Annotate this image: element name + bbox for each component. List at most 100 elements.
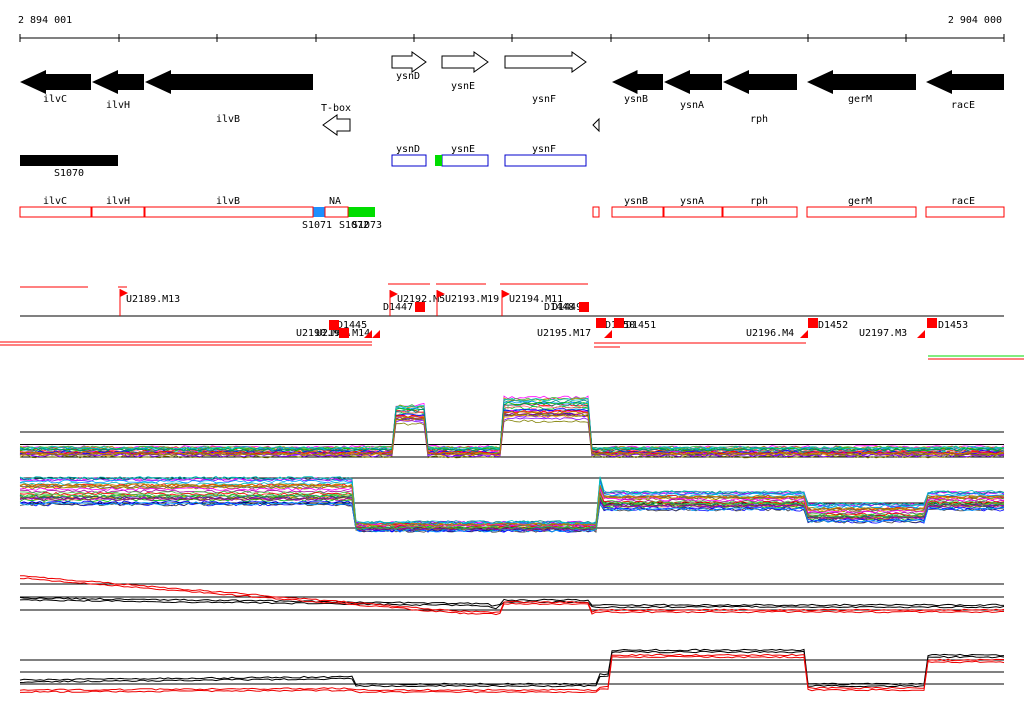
upshift-label-U2194: U2194.M11 <box>509 294 563 305</box>
gene-rph-arrow[interactable] <box>723 70 797 94</box>
blue-box-label-ysnE: ysnE <box>451 144 475 155</box>
upshift-label-U2189: U2189.M13 <box>126 294 180 305</box>
summary-trace <box>19 577 1004 616</box>
downshift-marker[interactable] <box>614 318 624 328</box>
segment-s1070-label: S1070 <box>54 168 84 179</box>
coordinate-ruler: 2 894 001 2 904 000 <box>18 15 1005 42</box>
gene-ysnB-arrow[interactable] <box>612 70 663 94</box>
gene-track <box>20 51 1004 94</box>
red-box-ysnA[interactable] <box>663 206 723 218</box>
coordinate-end-label: 2 904 000 <box>948 15 1002 26</box>
red-box-ysnB[interactable] <box>611 206 664 218</box>
coordinate-start-label: 2 894 001 <box>18 15 72 26</box>
plus-profile-trace <box>19 397 1005 450</box>
red-box-ilvH[interactable] <box>91 206 145 218</box>
red-box-small[interactable] <box>592 206 600 218</box>
rna-label-tbox: T-box <box>321 103 351 114</box>
red-box-ilvC[interactable] <box>19 206 92 218</box>
terminator-arrow[interactable] <box>592 117 600 133</box>
plus-profile-trace <box>19 417 1005 458</box>
gene-ysnD-arrow[interactable] <box>391 51 427 73</box>
summary-trace <box>20 655 1005 694</box>
downshift-marker[interactable] <box>927 318 937 328</box>
red-box-label-ilvH: ilvH <box>106 196 130 207</box>
plus-profile-trace <box>19 399 1005 451</box>
gene-label-ilvB: ilvB <box>216 114 240 125</box>
downshift-label-D1448: D1448 <box>544 302 574 313</box>
minus-strand-summary-panel <box>19 648 1005 694</box>
gene-ysnA-arrow[interactable] <box>664 70 722 94</box>
tbox-arrow[interactable] <box>322 114 351 136</box>
segment-s1073-bar[interactable] <box>348 207 375 217</box>
blue-box-ysnD[interactable] <box>391 154 427 167</box>
downstrand-shift-flag[interactable] <box>917 330 925 338</box>
summary-trace <box>19 650 1005 688</box>
blue-box-label-ysnD: ysnD <box>396 144 420 155</box>
summary-trace <box>19 599 1005 610</box>
downshift-label-D1451: D1451 <box>626 320 656 331</box>
minus-profile-trace <box>19 475 1005 524</box>
downshift-marker[interactable] <box>596 318 606 328</box>
segment-s1073-label: S1073 <box>352 220 382 231</box>
red-box-label-rph: rph <box>750 196 768 207</box>
downstrand-shift-flag[interactable] <box>364 330 372 338</box>
downshift-marker[interactable] <box>339 328 349 338</box>
minus-strand-profile-panel <box>19 475 1005 533</box>
plus-profile-trace <box>19 413 1005 456</box>
upshift-flag[interactable] <box>437 290 445 298</box>
plus-profile-trace <box>19 397 1005 450</box>
gene-label-gerM: gerM <box>848 94 872 105</box>
gene-label-ilvC: ilvC <box>43 94 67 105</box>
gene-racE-arrow[interactable] <box>926 70 1004 94</box>
segment-s1070: S1070 <box>20 155 118 179</box>
gene-ilvC-arrow[interactable] <box>20 70 91 94</box>
gene-label-ysnD: ysnD <box>396 71 420 82</box>
red-box-label-ysnA: ysnA <box>680 196 704 207</box>
gene-ysnF-arrow[interactable] <box>504 51 587 73</box>
minus-profile-trace <box>19 501 1005 533</box>
minus-profile-trace <box>19 487 1005 528</box>
red-annotation-track: ilvC ilvH ilvB ysnB ysnA rph gerM racE N… <box>19 196 1005 231</box>
blue-box-ysnF[interactable] <box>504 154 587 167</box>
downshift-marker[interactable] <box>579 302 589 312</box>
red-box-ilvB[interactable] <box>144 206 314 218</box>
gene-ilvH-arrow[interactable] <box>92 70 144 94</box>
downstrand-shift-flag[interactable] <box>800 330 808 338</box>
red-box-na[interactable] <box>324 206 349 218</box>
downshift-label-D1452: D1452 <box>818 320 848 331</box>
upshift-label-U2195: U2195.M17 <box>537 328 591 339</box>
red-box-rph[interactable] <box>722 206 798 218</box>
ruler-ticks <box>19 34 1005 42</box>
minus-profile-trace <box>19 495 1005 531</box>
upshift-flag[interactable] <box>120 289 128 297</box>
upshift-flag[interactable] <box>390 290 398 298</box>
gene-label-ysnB: ysnB <box>624 94 648 105</box>
gene-label-ysnE: ysnE <box>451 81 475 92</box>
blue-box-ysnE[interactable] <box>441 154 489 167</box>
red-box-label-racE: racE <box>951 196 975 207</box>
red-box-label-ilvB: ilvB <box>216 196 240 207</box>
downstrand-shift-flag[interactable] <box>604 330 612 338</box>
gene-ysnE-arrow[interactable] <box>441 51 489 73</box>
segment-s1071-bar[interactable] <box>313 207 325 217</box>
gene-ilvB-arrow[interactable] <box>145 70 313 94</box>
downshift-marker[interactable] <box>415 302 425 312</box>
downshift-marker[interactable] <box>329 320 339 330</box>
segment-s1070-bar[interactable] <box>20 155 118 166</box>
gene-labels: ilvC ilvH ilvB ysnD ysnE ysnF ysnB ysnA … <box>43 71 975 125</box>
downshift-label-D1453: D1453 <box>938 320 968 331</box>
upshift-label-U2190: U2190.M14 <box>296 328 350 339</box>
gene-gerM-arrow[interactable] <box>807 70 916 94</box>
plus-profile-trace <box>19 401 1005 452</box>
red-box-racE[interactable] <box>925 206 1005 218</box>
gene-label-ysnF: ysnF <box>532 94 556 105</box>
plus-profile-trace <box>19 402 1005 452</box>
shift-track: U2189.M13 U2192.M5 U2193.M19 U2194.M11 U… <box>0 283 1024 360</box>
downshift-marker[interactable] <box>808 318 818 328</box>
red-box-gerM[interactable] <box>806 206 917 218</box>
upshift-flag[interactable] <box>502 290 510 298</box>
upshift-label-U2196: U2196.M4 <box>746 328 794 339</box>
downstrand-shift-flag[interactable] <box>372 330 380 338</box>
summary-trace <box>19 648 1005 686</box>
